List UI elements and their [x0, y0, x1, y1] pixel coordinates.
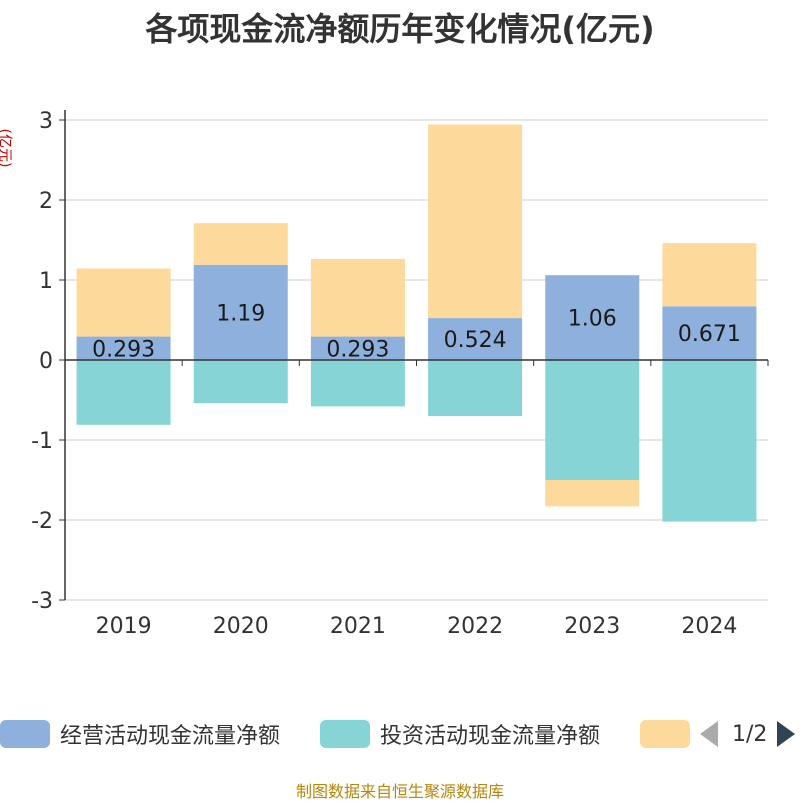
y-tick-label: 2 [39, 189, 53, 214]
bar-financing-2019[interactable] [76, 268, 171, 337]
y-tick-label: 0 [39, 349, 53, 374]
bar-financing-2023[interactable] [545, 480, 640, 507]
y-tick-label: 3 [39, 109, 53, 134]
bar-financing-2022[interactable] [428, 124, 523, 319]
legend-label-investing: 投资活动现金流量净额 [380, 724, 601, 749]
bar-financing-2024[interactable] [662, 243, 757, 307]
y-tick-label: 1 [39, 269, 53, 294]
bar-operating-2019[interactable] [76, 336, 171, 360]
x-tick-label: 2023 [564, 614, 620, 639]
legend-swatch-investing [320, 720, 370, 748]
x-tick-label: 2021 [330, 614, 386, 639]
bar-investing-2021[interactable] [310, 360, 405, 407]
data-label-operating-2023: 1.06 [568, 307, 617, 332]
bar-financing-2020[interactable] [193, 223, 288, 265]
legend-swatch-financing [640, 720, 690, 748]
legend-item-operating[interactable]: 经营活动现金流量净额 [0, 714, 280, 754]
data-source-note: 制图数据来自恒生聚源数据库 [295, 782, 504, 801]
legend-label-operating: 经营活动现金流量净额 [60, 724, 281, 749]
legend-next-page-icon[interactable] [777, 721, 796, 747]
bar-investing-2020[interactable] [193, 360, 288, 404]
bar-chart: 0.293 1.19 0.293 0.524 1.06 0.671 3 2 1 0 -1 -2 -3 2… [31, 109, 769, 639]
x-tick-label: 2024 [681, 614, 737, 639]
data-label-operating-2022: 0.524 [444, 328, 507, 353]
bar-investing-2023[interactable] [545, 360, 640, 480]
legend-page-indicator: 1/2 [732, 721, 768, 747]
bar-operating-2023[interactable] [545, 275, 640, 360]
bar-financing-2021[interactable] [310, 258, 405, 337]
legend-item-investing[interactable]: 投资活动现金流量净额 [320, 714, 600, 754]
y-tick-label: -2 [31, 509, 53, 534]
x-tick-label: 2022 [447, 614, 503, 639]
data-label-operating-2021: 0.293 [326, 337, 389, 362]
data-label-operating-2020: 1.19 [216, 301, 265, 326]
x-tick-label: 2019 [96, 614, 152, 639]
bar-operating-2022[interactable] [428, 318, 523, 360]
y-tick-label: -3 [31, 589, 53, 614]
legend-item-financing[interactable] [640, 714, 690, 754]
legend-swatch-operating [0, 720, 50, 748]
bar-operating-2021[interactable] [310, 336, 405, 360]
x-tick-label: 2020 [213, 614, 269, 639]
bar-investing-2022[interactable] [428, 360, 523, 416]
y-tick-label: -1 [31, 429, 53, 454]
legend: 经营活动现金流量净额 投资活动现金流量净额 [0, 714, 800, 754]
bar-investing-2024[interactable] [662, 360, 757, 522]
chart-title: 各项现金流净额历年变化情况(亿元) [145, 10, 655, 48]
bar-operating-2024[interactable] [662, 306, 757, 360]
bar-operating-2020[interactable] [193, 264, 288, 360]
data-label-operating-2019: 0.293 [92, 337, 155, 362]
data-label-operating-2024: 0.671 [678, 322, 741, 347]
bar-investing-2019[interactable] [76, 360, 171, 425]
legend-pager: 1/2 [700, 714, 796, 754]
legend-prev-page-icon[interactable] [700, 721, 718, 747]
